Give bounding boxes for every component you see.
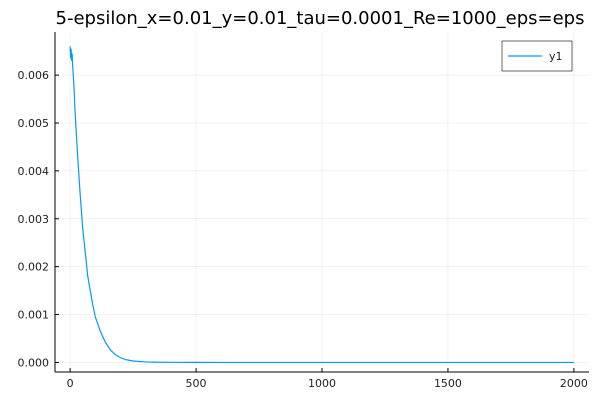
- legend-label-y1: y1: [549, 50, 563, 63]
- series-line-y1: [69, 46, 574, 364]
- y-tick-label: 0.005: [18, 117, 50, 130]
- y-tick-label: 0.002: [18, 261, 50, 274]
- tick-labels: 0 500 1000 1500 2000 0.000 0.001 0.002 0.003 0.00…: [18, 69, 588, 390]
- axes: [54, 32, 589, 373]
- x-tick-label: 1500: [434, 377, 462, 390]
- x-tick-label: 500: [186, 377, 207, 390]
- chart-title: 5-epsilon_x=0.01_y=0.01_tau=0.0001_Re=10…: [56, 8, 585, 29]
- x-tick-label: 0: [67, 377, 74, 390]
- y-tick-label: 0.006: [18, 69, 50, 82]
- grid: [55, 32, 589, 372]
- x-tick-label: 2000: [560, 377, 588, 390]
- series-group: [69, 46, 574, 364]
- x-tick-label: 1000: [308, 377, 336, 390]
- y-tick-label: 0.000: [18, 356, 50, 369]
- y-tick-label: 0.003: [18, 213, 50, 226]
- legend: y1: [501, 40, 573, 72]
- y-tick-label: 0.004: [18, 165, 50, 178]
- y-tick-label: 0.001: [18, 309, 50, 322]
